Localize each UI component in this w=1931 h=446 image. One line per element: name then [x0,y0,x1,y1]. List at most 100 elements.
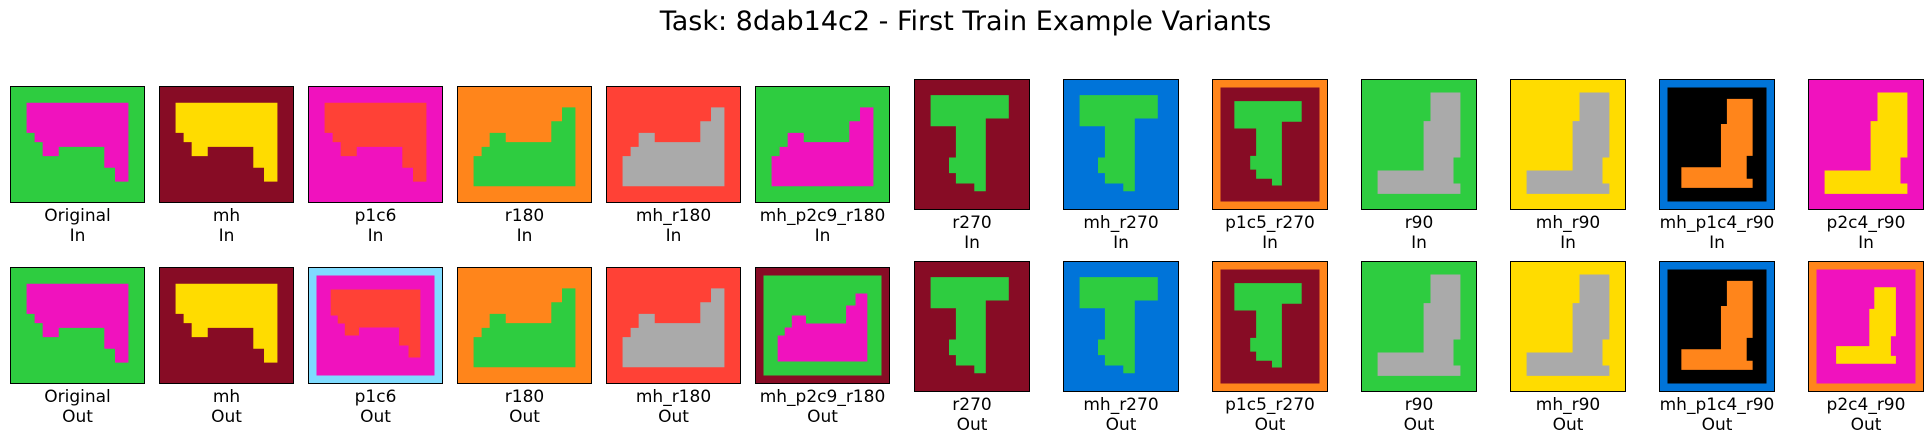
variant-name: r90 [1404,213,1434,233]
panel-p2c4-r90-out-object [1836,287,1896,364]
panel-p1c6-in-object [324,102,427,182]
io-label: Out [956,415,988,435]
panel-mh-out: mh Out [159,267,294,427]
panel-r270-in-object [930,95,1009,192]
io-label: Out [360,407,391,427]
panel-r270-in-caption: r270 In [874,213,1070,253]
panel-mh-p1c4-r90-out-object [1681,280,1753,370]
variant-name: Original [44,387,111,407]
panel-r90-in: r90 In [1361,79,1477,253]
panel-r90-out-grid [1361,261,1477,392]
variant-name: mh_r270 [1083,213,1159,233]
panel-original-out: Original Out [10,267,145,427]
panel-mh-in-grid [159,86,294,203]
io-label: Out [658,407,689,427]
panel-mh-p2c9-r180-in: mh_p2c9_r180 In [755,86,890,246]
io-label: Out [1850,415,1882,435]
io-label: In [1858,233,1874,253]
panel-p2c4-r90-out: p2c4_r90 Out [1808,261,1924,435]
variant-name: mh_p1c4_r90 [1659,213,1775,233]
panel-mh-r90-out-caption: mh_r90 Out [1470,395,1666,435]
io-label: In [1709,233,1725,253]
io-label: In [964,233,980,253]
io-label: In [69,226,86,246]
panel-p2c4-r90-in-object [1824,92,1908,194]
variant-name: mh_r180 [635,387,712,407]
variant-name: mh_r180 [635,206,712,226]
panel-r180-in: r180 In [457,86,592,246]
panel-mh-r270-out-object [1079,277,1158,374]
panel-r90-in-object [1377,92,1461,194]
io-label: In [218,226,235,246]
panel-r90-in-grid [1361,79,1477,210]
panel-mh-p2c9-r180-out-grid [755,267,890,384]
panel-r270-in-grid [914,79,1030,210]
variant-name: mh_r90 [1535,395,1601,415]
panel-original-in-grid [10,86,145,203]
panel-r180-in-object [473,107,576,187]
io-label: Out [1254,415,1286,435]
panel-mh-r270-out-caption: mh_r270 Out [1023,395,1219,435]
panel-r180-out-object [473,288,576,368]
panel-mh-r180-out-caption: mh_r180 Out [566,387,781,427]
panel-r180-out-caption: r180 Out [417,387,632,427]
variant-name: p1c5_r270 [1225,395,1315,415]
panel-mh-out-object [175,283,278,363]
panel-p1c6-out-caption: p1c6 Out [268,387,483,427]
panel-r90-out-caption: r90 Out [1321,395,1517,435]
io-label: Out [1701,415,1733,435]
panel-r90-out-object [1377,274,1461,376]
io-label: In [367,226,384,246]
io-label: In [1560,233,1576,253]
panel-r90-in-caption: r90 In [1321,213,1517,253]
io-label: In [1411,233,1427,253]
variant-name: r90 [1404,395,1434,415]
panel-original-out-grid [10,267,145,384]
variant-name: p1c5_r270 [1225,213,1315,233]
variant-name: p2c4_r90 [1826,395,1906,415]
panel-r270-out-object [930,277,1009,374]
panel-mh-r90-in: mh_r90 In [1510,79,1626,253]
variant-name: r180 [504,387,545,407]
panel-mh-r270-in-grid [1063,79,1179,210]
panel-mh-r90-out-grid [1510,261,1626,392]
panel-mh-r180-out-object [622,288,725,368]
panel-mh-out-grid [159,267,294,384]
panel-p1c6-in-caption: p1c6 In [268,206,483,246]
variant-name: p2c4_r90 [1826,213,1906,233]
panel-p1c6-out-object [330,289,421,358]
variant-name: mh_p2c9_r180 [759,206,886,226]
panel-mh-r270-in-caption: mh_r270 In [1023,213,1219,253]
panel-mh-in-caption: mh In [119,206,334,246]
variant-name: p1c6 [354,206,397,226]
panel-mh-r90-out: mh_r90 Out [1510,261,1626,435]
io-label: Out [807,407,838,427]
panel-mh-p2c9-r180-in-caption: mh_p2c9_r180 In [715,206,930,246]
panel-r270-out: r270 Out [914,261,1030,435]
panel-p2c4-r90-in: p2c4_r90 In [1808,79,1924,253]
panel-p1c6-in-grid [308,86,443,203]
panel-p1c6-out-grid [308,267,443,384]
panel-r180-in-caption: r180 In [417,206,632,246]
panel-r90-out: r90 Out [1361,261,1477,435]
panel-p1c5-r270-out-grid [1212,261,1328,392]
panel-p1c5-r270-in-caption: p1c5_r270 In [1172,213,1368,253]
panel-mh-r180-in-caption: mh_r180 In [566,206,781,246]
panel-mh-in: mh In [159,86,294,246]
variant-name: mh [212,387,241,407]
panel-p2c4-r90-in-caption: p2c4_r90 In [1768,213,1931,253]
variant-name: mh_p2c9_r180 [759,387,886,407]
panel-mh-r270-out: mh_r270 Out [1063,261,1179,435]
panel-mh-p2c9-r180-in-grid [755,86,890,203]
io-label: Out [1105,415,1137,435]
panel-mh-p1c4-r90-in-object [1681,98,1753,188]
panel-mh-r270-out-grid [1063,261,1179,392]
panel-mh-r180-in: mh_r180 In [606,86,741,246]
io-label: Out [1552,415,1584,435]
panel-r180-out: r180 Out [457,267,592,427]
io-label: Out [62,407,93,427]
panel-mh-p2c9-r180-out-object [777,293,868,362]
panel-original-in-caption: Original In [0,206,185,246]
panel-mh-p1c4-r90-out: mh_p1c4_r90 Out [1659,261,1775,435]
variant-name: mh [212,206,241,226]
